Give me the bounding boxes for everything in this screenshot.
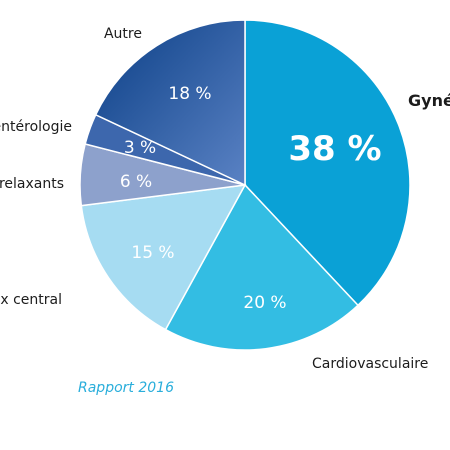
slice-category-label: Gastro-entérologie xyxy=(0,119,72,135)
pie-slice-syst-me-nerveux-central xyxy=(80,184,247,331)
slice-value-label: 38 % xyxy=(288,129,381,169)
slice-value-label: 6 % xyxy=(120,172,152,192)
slice-value-label: 20 % xyxy=(243,293,286,313)
pie-slice-gyn-cologie xyxy=(244,19,411,307)
slice-category-label: Cardiovasculaire xyxy=(312,356,428,372)
slice-value-label: 3 % xyxy=(124,138,156,158)
pie-slice-cardiovasculaire xyxy=(164,183,360,351)
pie-slice-autre xyxy=(94,19,246,187)
slice-category-label: Système nerveux central xyxy=(0,292,62,308)
footer-caption: Rapport 2016 xyxy=(78,380,174,396)
slice-value-label: 15 % xyxy=(131,243,174,263)
slice-category-label: Autre xyxy=(104,26,142,42)
slice-category-label: Myorelaxants xyxy=(0,176,64,192)
slice-value-label: 18 % xyxy=(168,84,211,104)
slice-category-label: Gynécologie xyxy=(408,91,450,110)
